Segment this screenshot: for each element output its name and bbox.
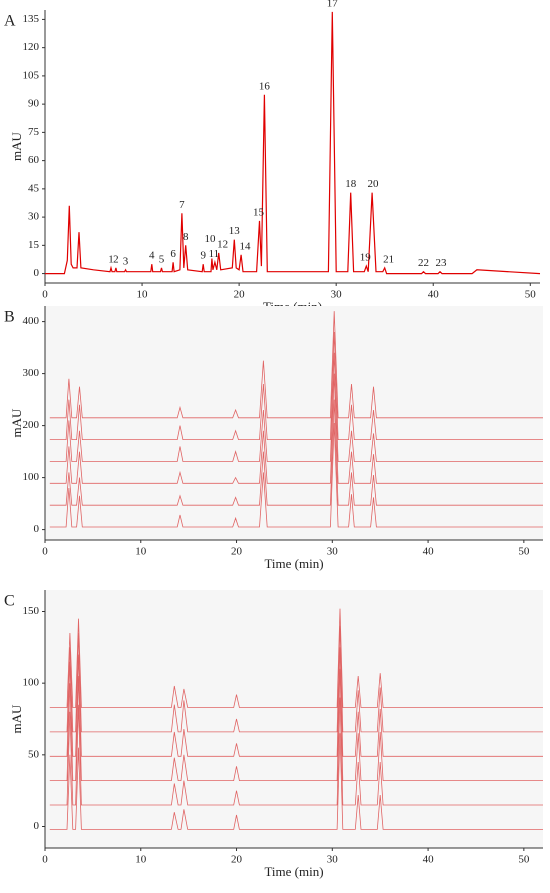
y-axis-label: mAU — [9, 408, 24, 438]
x-tick-label: 30 — [331, 289, 343, 301]
panel-letter: A — [4, 13, 16, 30]
peak-label: 8 — [183, 231, 189, 243]
chromatogram-trace — [49, 625, 543, 733]
x-tick-label: 10 — [135, 854, 147, 866]
y-tick-label: 300 — [23, 367, 40, 379]
y-tick-label: 90 — [28, 98, 40, 110]
peak-label: 9 — [200, 250, 206, 262]
peak-label: 20 — [368, 178, 380, 190]
chromatogram-trace — [49, 608, 543, 708]
y-tick-label: 75 — [28, 126, 40, 138]
y-tick-label: 100 — [23, 677, 40, 689]
panel-letter: C — [4, 593, 15, 610]
peak-label: 12 — [217, 238, 228, 250]
peak-label: 6 — [170, 248, 176, 260]
peak-label: 13 — [229, 225, 241, 237]
x-tick-label: 30 — [327, 546, 339, 558]
chromatogram-trace — [49, 668, 543, 781]
y-tick-label: 150 — [23, 605, 40, 617]
peak-label: 1 — [108, 253, 114, 265]
peak-label: 21 — [383, 253, 394, 265]
x-tick-label: 40 — [428, 289, 440, 301]
y-tick-label: 105 — [23, 69, 40, 81]
peak-label: 18 — [345, 178, 357, 190]
x-tick-label: 50 — [518, 546, 530, 558]
chromatogram-trace — [49, 697, 543, 806]
y-tick-label: 200 — [23, 419, 40, 431]
x-tick-label: 20 — [231, 546, 243, 558]
chromatogram-trace — [49, 399, 543, 506]
y-tick-label: 400 — [23, 315, 40, 327]
x-tick-label: 20 — [234, 289, 246, 301]
x-tick-label: 0 — [42, 546, 48, 558]
peak-label: 3 — [123, 255, 129, 267]
x-tick-label: 50 — [518, 854, 530, 866]
y-tick-label: 0 — [34, 820, 40, 832]
y-axis-label: mAU — [9, 131, 24, 161]
x-axis-label: Time (min) — [264, 864, 323, 879]
peak-label: 2 — [113, 253, 119, 265]
chromatogram-trace — [49, 422, 543, 528]
peak-label: 5 — [159, 253, 165, 265]
peak-label: 11 — [209, 248, 220, 260]
y-tick-label: 45 — [28, 182, 40, 194]
peak-label: 19 — [360, 252, 372, 264]
y-tick-label: 120 — [23, 41, 40, 53]
y-tick-label: 0 — [34, 523, 40, 535]
chromatogram-trace — [49, 733, 543, 830]
chromatogram-trace — [49, 647, 543, 757]
y-tick-label: 60 — [28, 154, 40, 166]
y-tick-label: 135 — [23, 13, 40, 25]
x-tick-label: 30 — [327, 854, 339, 866]
x-tick-label: 0 — [42, 854, 48, 866]
y-tick-label: 100 — [23, 471, 40, 483]
y-tick-label: 50 — [28, 748, 40, 760]
y-tick-label: 15 — [28, 239, 40, 251]
chromatogram-trace — [49, 373, 543, 484]
x-tick-label: 10 — [135, 546, 147, 558]
peak-label: 23 — [436, 257, 448, 269]
y-tick-label: 30 — [28, 211, 40, 223]
plot-background — [45, 590, 543, 848]
chromatogram-trace — [45, 11, 541, 275]
y-tick-label: 0 — [34, 267, 40, 279]
peak-label: 10 — [205, 233, 217, 245]
peak-label: 17 — [327, 0, 339, 9]
x-axis-label: Time (min) — [264, 556, 323, 571]
peak-label: 16 — [259, 80, 271, 92]
plot-background — [45, 306, 543, 540]
peak-label: 14 — [239, 240, 251, 252]
peak-label: 4 — [149, 250, 155, 262]
panel-letter: B — [4, 309, 15, 326]
y-axis-label: mAU — [9, 704, 24, 734]
peak-label: 7 — [179, 199, 185, 211]
chromatogram-trace — [49, 352, 543, 462]
x-tick-label: 0 — [42, 289, 48, 301]
chromatogram-trace — [49, 311, 543, 419]
peak-label: 15 — [253, 206, 265, 218]
x-tick-label: 50 — [525, 289, 537, 301]
chromatogram-trace — [49, 331, 543, 440]
x-tick-label: 20 — [231, 854, 243, 866]
x-tick-label: 10 — [137, 289, 149, 301]
peak-label: 22 — [418, 257, 429, 269]
x-tick-label: 40 — [423, 854, 435, 866]
x-tick-label: 40 — [423, 546, 435, 558]
